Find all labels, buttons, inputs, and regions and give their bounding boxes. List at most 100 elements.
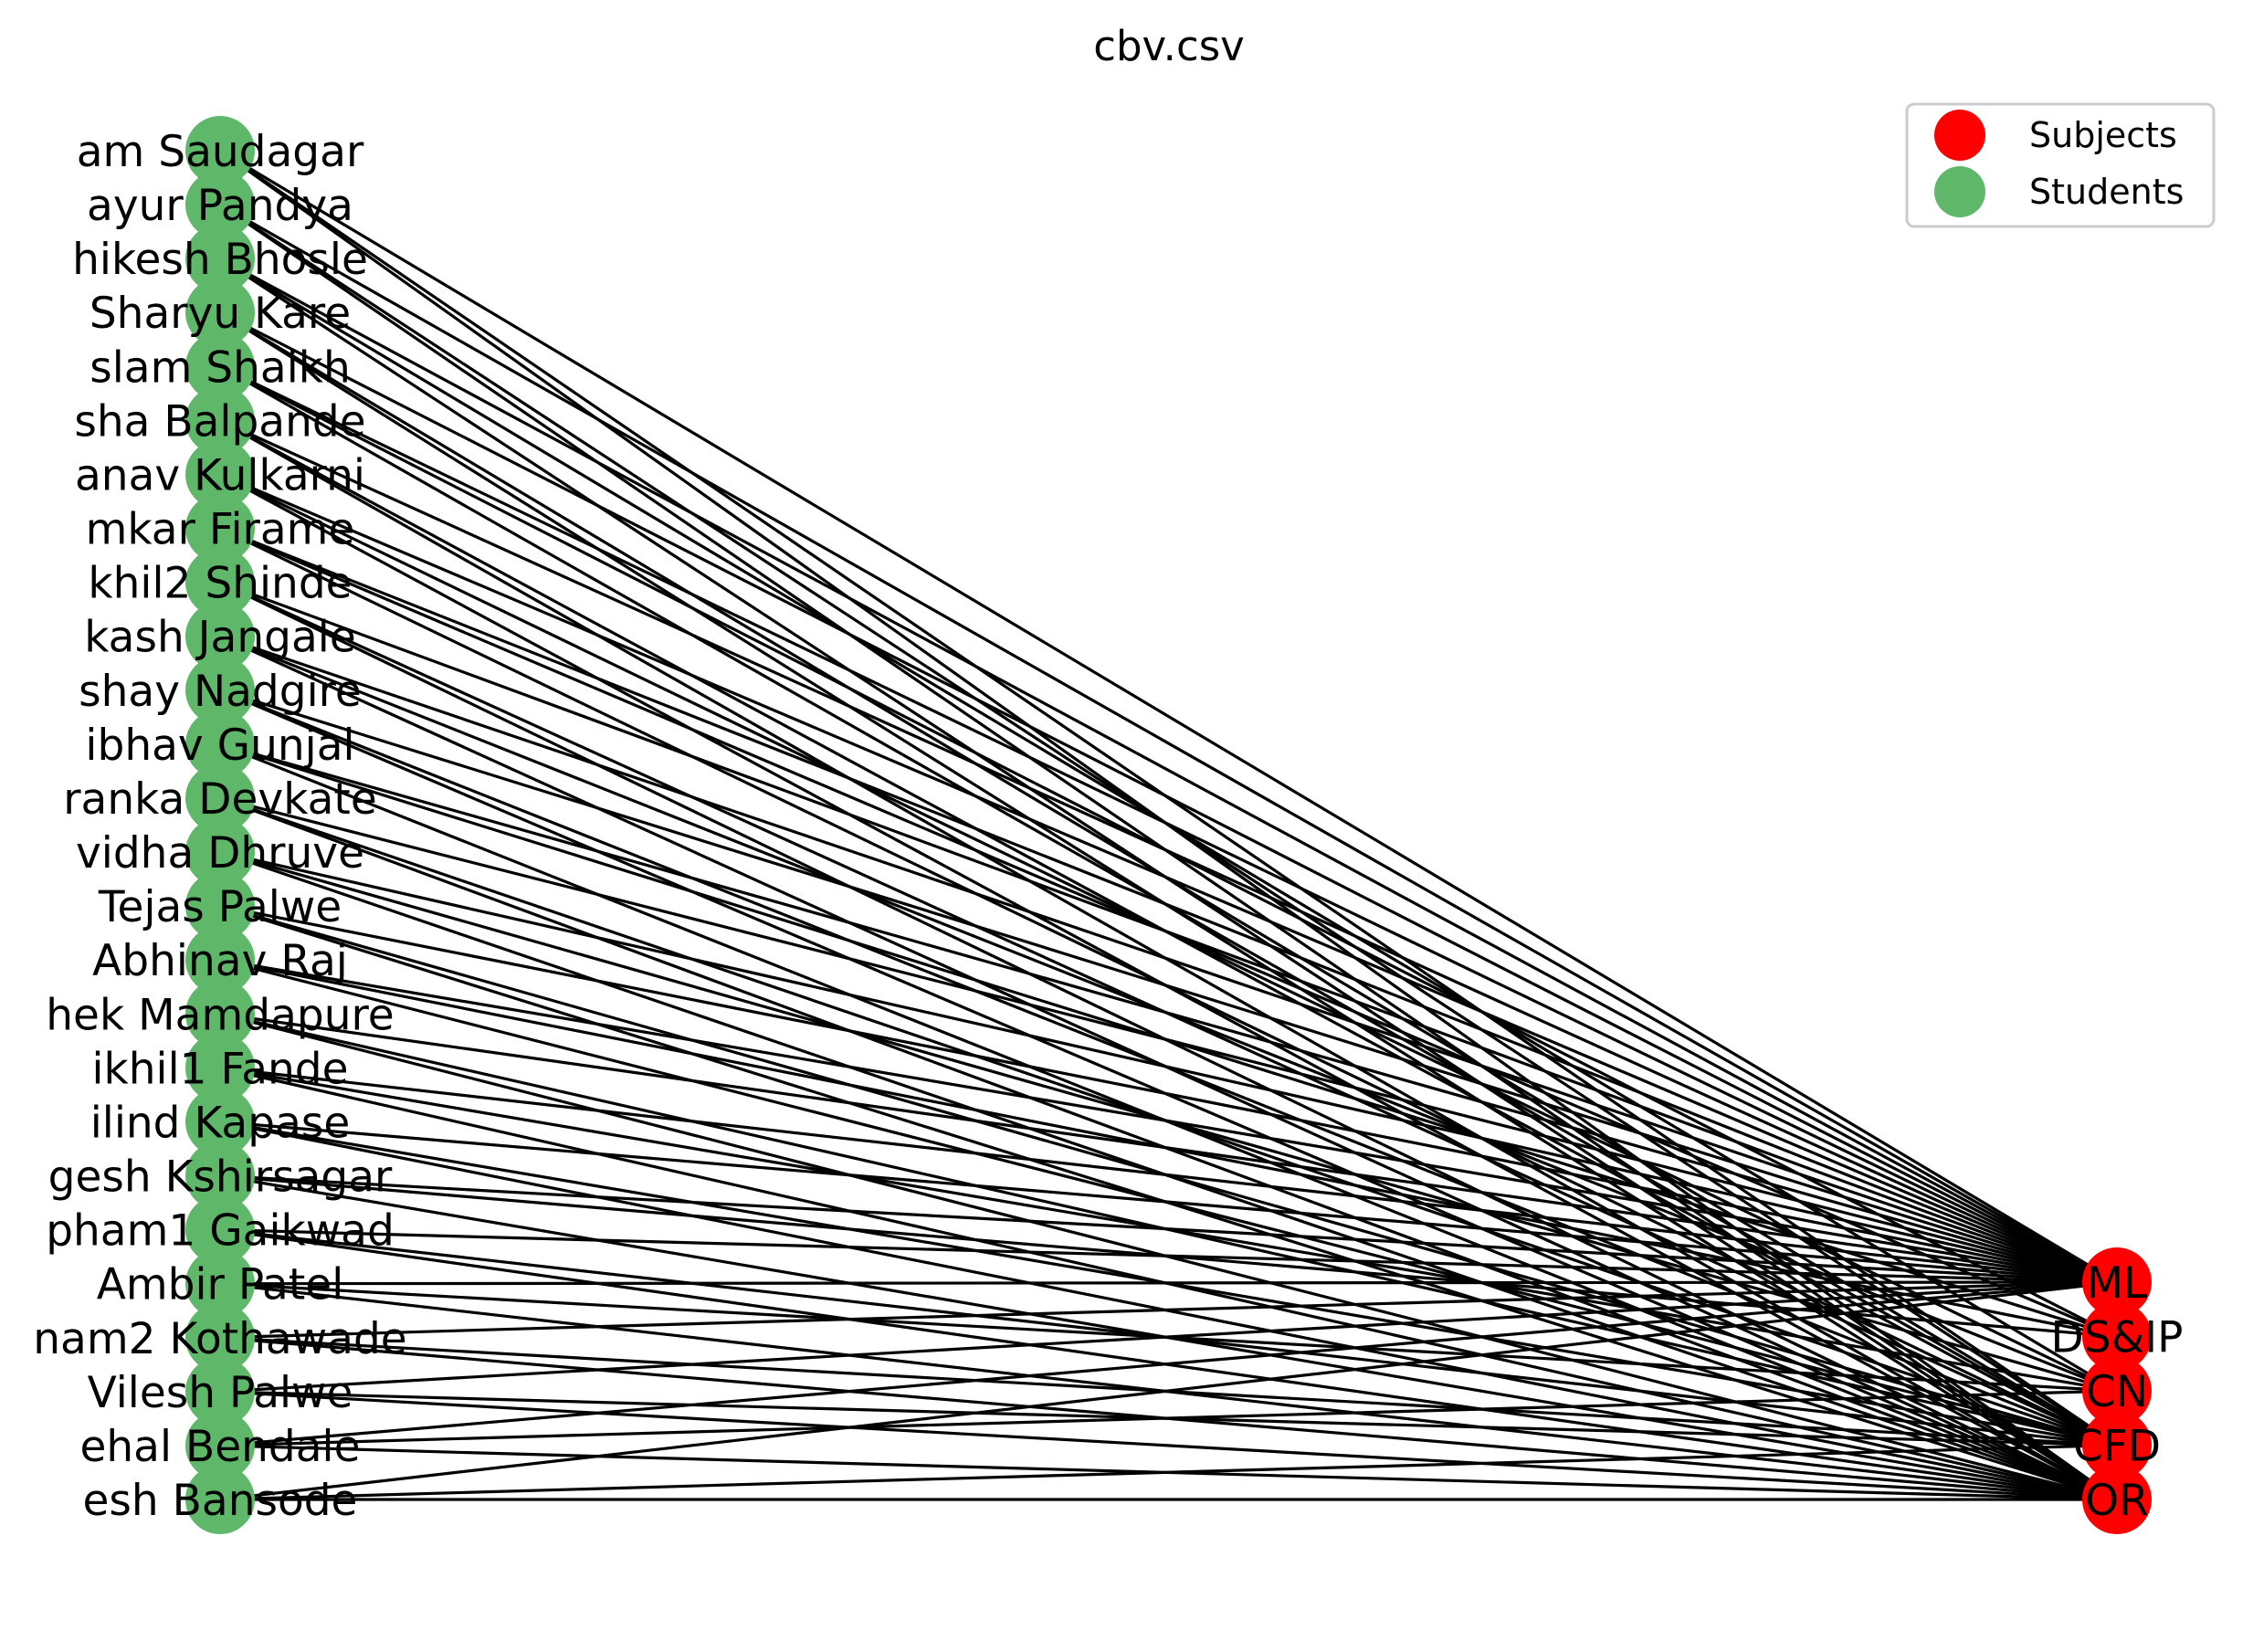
student-node — [185, 1194, 255, 1265]
subject-label: CFD — [2073, 1422, 2161, 1472]
subject-node — [2082, 1356, 2152, 1426]
student-label: ilind Kapase — [90, 1098, 351, 1148]
subject-node — [2082, 1410, 2152, 1480]
student-node — [185, 925, 255, 995]
student-node — [185, 547, 255, 617]
edge — [219, 958, 2118, 1284]
student-node — [185, 116, 255, 185]
edge — [219, 850, 2118, 1284]
subject-label: CN — [2086, 1367, 2148, 1417]
student-node — [185, 709, 255, 779]
student-node — [185, 871, 255, 942]
student-node — [185, 1141, 255, 1211]
legend: Subjects Students — [1905, 102, 2216, 228]
legend-label-subjects: Subjects — [2029, 115, 2177, 155]
student-label: Vilesh Palwe — [88, 1368, 353, 1418]
student-label: slam Shaikh — [89, 342, 351, 393]
student-label: am Saudagar — [77, 127, 364, 177]
edges-layer — [219, 149, 2118, 1501]
student-node — [185, 1033, 255, 1103]
student-label: ranka Devkate — [63, 774, 377, 825]
legend-marker-subjects — [1934, 110, 1985, 161]
student-node — [185, 979, 255, 1049]
student-node — [185, 1465, 255, 1534]
edge — [219, 149, 2118, 1284]
student-label: Sharyu Kare — [89, 289, 351, 339]
edge — [219, 418, 2118, 1284]
student-label: Abhinav Raj — [92, 936, 348, 986]
legend-label-students: Students — [2029, 172, 2184, 212]
edge — [219, 1280, 2118, 1447]
edge — [219, 1280, 2118, 1286]
subject-nodes-layer — [2082, 1247, 2152, 1534]
student-node — [185, 385, 255, 456]
student-label: Tejas Palwe — [98, 882, 342, 932]
edge — [219, 581, 2118, 1284]
subject-node — [2082, 1465, 2152, 1534]
legend-marker-students — [1934, 166, 1985, 217]
edge — [219, 1280, 2118, 1394]
edge — [219, 1228, 2118, 1284]
student-label: esh Bansode — [83, 1476, 358, 1526]
edge — [219, 1173, 2118, 1284]
student-label: kash Jangale — [84, 613, 355, 663]
student-label: vidha Dhruve — [76, 828, 364, 879]
edge — [219, 796, 2118, 1284]
student-label: hikesh Bhosle — [72, 235, 368, 285]
student-node — [185, 493, 255, 563]
student-label: sha Balpande — [74, 396, 365, 447]
subject-label: DS&IP — [2051, 1313, 2184, 1363]
student-node — [185, 439, 255, 510]
student-label: ibhav Gunjal — [85, 721, 354, 771]
subject-label: OR — [2085, 1476, 2149, 1526]
student-label: pham1 Gaikwad — [46, 1206, 395, 1257]
student-node — [185, 1248, 255, 1319]
edge — [219, 1443, 2118, 1501]
subject-node — [2082, 1301, 2152, 1372]
edge — [219, 1066, 2118, 1284]
student-node — [185, 817, 255, 888]
student-label: nam2 Kothawade — [33, 1314, 406, 1364]
student-node — [185, 601, 255, 671]
student-label: ayur Pandya — [87, 181, 353, 231]
student-label: Ambir Patel — [97, 1260, 344, 1310]
edge — [219, 364, 2118, 1284]
student-node — [185, 224, 255, 294]
student-node — [185, 763, 255, 833]
edge — [219, 635, 2118, 1284]
student-node — [185, 278, 255, 348]
subject-node — [2082, 1247, 2152, 1317]
edge — [219, 1280, 2118, 1501]
student-node — [185, 1410, 255, 1480]
chart-title: cbv.csv — [1093, 22, 1245, 70]
edge — [219, 1012, 2118, 1284]
student-label: anav Kulkarni — [75, 450, 365, 500]
edge — [219, 1390, 2118, 1501]
edge — [219, 473, 2118, 1284]
student-label: shay Nadgire — [79, 667, 362, 717]
student-label: hek Mamdapure — [46, 990, 394, 1040]
edge — [219, 904, 2118, 1284]
edge — [219, 527, 2118, 1284]
edge — [219, 689, 2118, 1284]
student-node — [185, 1356, 255, 1426]
edge — [219, 310, 2118, 1284]
student-node — [185, 1087, 255, 1157]
student-node — [185, 170, 255, 240]
edge — [219, 1120, 2118, 1284]
student-label: khil2 Shinde — [88, 559, 352, 609]
subject-label: ML — [2087, 1258, 2148, 1309]
edge — [219, 1280, 2118, 1340]
student-node — [185, 655, 255, 725]
student-node — [185, 331, 255, 402]
edge — [219, 1389, 2118, 1447]
edge — [219, 742, 2118, 1284]
student-label: ehal Bendale — [79, 1422, 360, 1472]
student-node — [185, 1302, 255, 1373]
student-nodes-layer — [185, 116, 255, 1534]
edge — [219, 203, 2118, 1284]
student-label: gesh Kshirsagar — [48, 1152, 393, 1203]
edge — [219, 257, 2118, 1284]
